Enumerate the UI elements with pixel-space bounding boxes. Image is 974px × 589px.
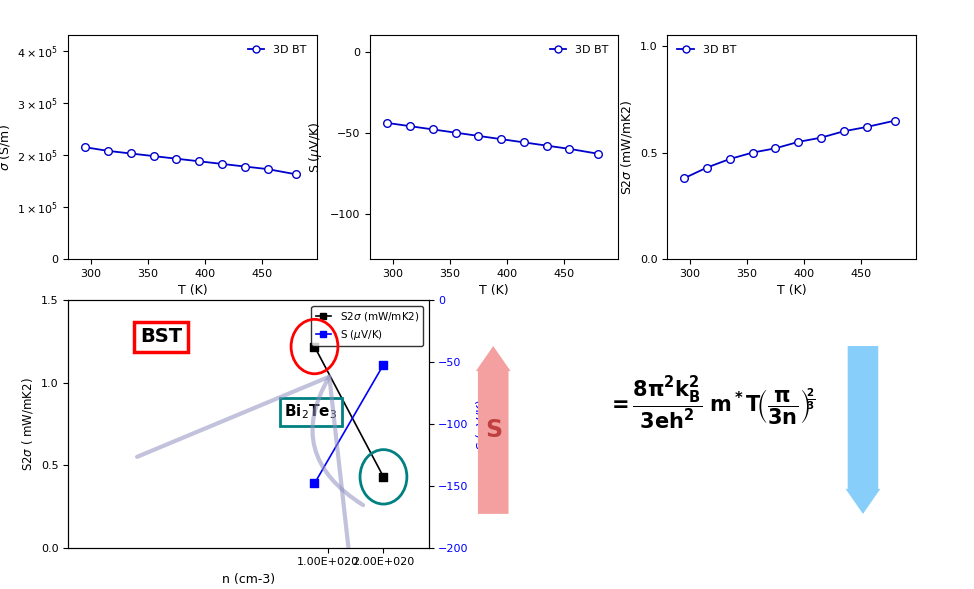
Y-axis label: S2$\sigma$ (mW/mK2): S2$\sigma$ (mW/mK2) bbox=[619, 100, 634, 195]
Y-axis label: S ($\mu$V/K): S ($\mu$V/K) bbox=[474, 398, 491, 450]
Y-axis label: S ($\mu$V/K): S ($\mu$V/K) bbox=[308, 121, 324, 173]
Text: $\mathbf{S}$: $\mathbf{S}$ bbox=[484, 418, 502, 442]
Point bbox=[376, 360, 392, 369]
X-axis label: T (K): T (K) bbox=[776, 284, 806, 297]
Point bbox=[376, 472, 392, 482]
Y-axis label: $\sigma$ (S/m): $\sigma$ (S/m) bbox=[0, 124, 12, 171]
Text: Bi$_2$Te$_3$: Bi$_2$Te$_3$ bbox=[284, 403, 337, 421]
Legend: S2$\sigma$ (mW/mK2), S ($\mu$V/K): S2$\sigma$ (mW/mK2), S ($\mu$V/K) bbox=[312, 306, 424, 346]
Legend: 3D BT: 3D BT bbox=[673, 41, 740, 60]
Legend: 3D BT: 3D BT bbox=[244, 41, 311, 60]
Point bbox=[307, 342, 322, 351]
Legend: 3D BT: 3D BT bbox=[545, 41, 613, 60]
Y-axis label: S2$\sigma$ ( mW/mK2): S2$\sigma$ ( mW/mK2) bbox=[20, 377, 35, 471]
X-axis label: n (cm-3): n (cm-3) bbox=[222, 573, 275, 586]
FancyArrowPatch shape bbox=[137, 377, 363, 584]
X-axis label: T (K): T (K) bbox=[479, 284, 509, 297]
Text: $\mathbf{= \dfrac{8\pi^2 k_B^2}{3eh^2}\ m^*T\!\left(\dfrac{\pi}{3n}\right)^{\!\!: $\mathbf{= \dfrac{8\pi^2 k_B^2}{3eh^2}\ … bbox=[607, 374, 815, 432]
FancyArrowPatch shape bbox=[845, 346, 880, 514]
Point bbox=[307, 479, 322, 488]
Text: BST: BST bbox=[140, 327, 182, 346]
FancyArrowPatch shape bbox=[476, 346, 510, 514]
X-axis label: T (K): T (K) bbox=[177, 284, 207, 297]
